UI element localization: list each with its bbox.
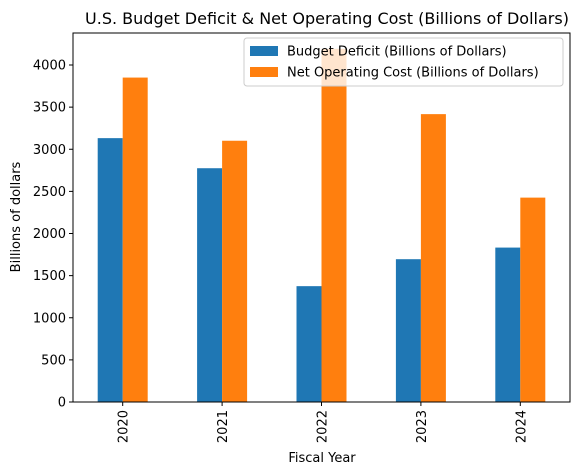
legend-label: Budget Deficit (Billions of Dollars) (287, 45, 507, 60)
legend: Budget Deficit (Billions of Dollars) Net … (243, 37, 564, 87)
y-tick-label: 1500 (33, 269, 66, 284)
x-tick-label: 2023 (415, 410, 430, 443)
y-axis-label: Billions of dollars (9, 161, 24, 272)
bar-budget-deficit-2021 (197, 168, 223, 402)
bar-budget-deficit-2023 (395, 259, 421, 402)
x-tick-label: 2021 (216, 410, 231, 443)
legend-swatch (250, 67, 278, 77)
bar-budget-deficit-2022 (296, 286, 322, 402)
y-tick-label: 2500 (33, 185, 66, 200)
chart-title: U.S. Budget Deficit & Net Operating Cost… (85, 9, 569, 28)
y-tick-label: 3000 (33, 143, 66, 158)
y-tick-label: 500 (41, 353, 66, 368)
y-tick-label: 1000 (33, 311, 66, 326)
bar-budget-deficit-2024 (495, 247, 521, 402)
x-tick-label: 2020 (117, 410, 132, 443)
x-axis: 2020 2021 2022 2023 2024 (117, 402, 529, 443)
bars-layer (97, 48, 546, 403)
legend-swatch (250, 46, 278, 56)
x-axis-label: Fiscal Year (288, 451, 356, 466)
bar-net-operating-cost-2023 (420, 114, 446, 402)
legend-label: Net Operating Cost (Billions of Dollars) (287, 66, 539, 81)
bar-net-operating-cost-2022 (321, 48, 347, 403)
y-tick-label: 0 (58, 396, 66, 411)
y-tick-label: 4000 (33, 59, 66, 74)
bar-budget-deficit-2020 (97, 138, 123, 402)
y-axis: 0 500 1000 1500 2000 2500 3000 3500 4000 (33, 59, 73, 411)
y-tick-label: 3500 (33, 101, 66, 116)
x-tick-label: 2022 (316, 410, 331, 443)
x-tick-label: 2024 (514, 410, 529, 443)
bar-net-operating-cost-2020 (122, 77, 148, 402)
y-tick-label: 2000 (33, 227, 66, 242)
legend-frame (243, 37, 564, 87)
bar-net-operating-cost-2021 (222, 140, 248, 402)
bar-net-operating-cost-2024 (520, 197, 546, 402)
